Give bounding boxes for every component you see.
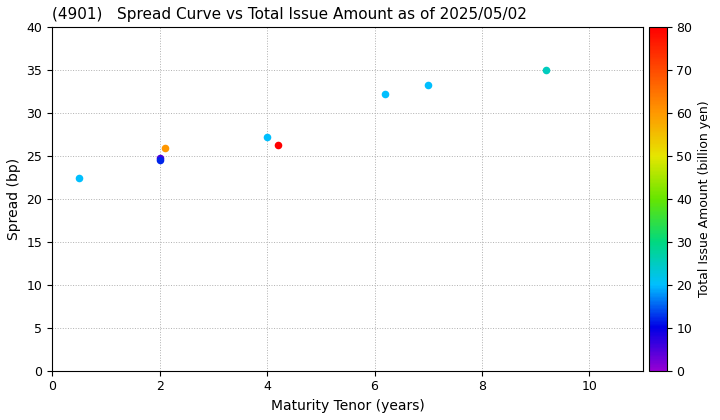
Point <box>379 91 391 97</box>
Point <box>154 157 166 164</box>
Point <box>154 155 166 161</box>
Point <box>272 142 284 148</box>
Y-axis label: Total Issue Amount (billion yen): Total Issue Amount (billion yen) <box>698 101 711 297</box>
Text: (4901)   Spread Curve vs Total Issue Amount as of 2025/05/02: (4901) Spread Curve vs Total Issue Amoun… <box>52 7 527 22</box>
Point <box>423 81 434 88</box>
Point <box>73 174 85 181</box>
Point <box>541 67 552 74</box>
Y-axis label: Spread (bp): Spread (bp) <box>7 158 21 240</box>
Point <box>159 144 171 151</box>
Point <box>261 134 273 141</box>
X-axis label: Maturity Tenor (years): Maturity Tenor (years) <box>271 399 425 413</box>
